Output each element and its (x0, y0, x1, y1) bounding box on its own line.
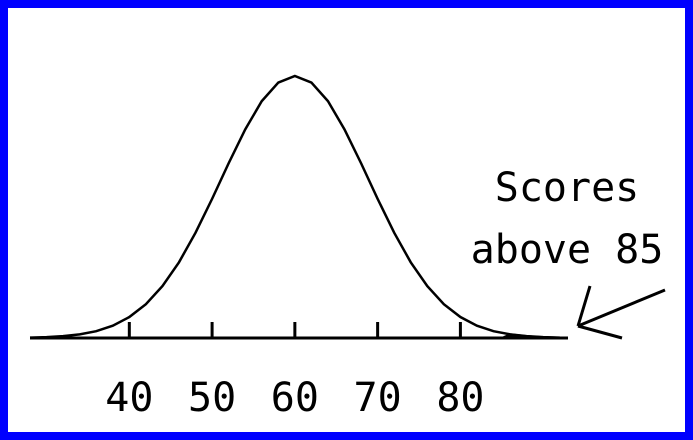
x-tick-label: 70 (354, 375, 402, 421)
x-tick-label: 50 (188, 375, 236, 421)
annotation: above 85 (471, 227, 664, 273)
curve (29, 74, 560, 339)
arrow (576, 285, 666, 340)
x-tick-label: 60 (271, 375, 319, 421)
annotation: Scores (495, 165, 640, 211)
x-tick-label: 40 (105, 375, 153, 421)
x-tick-label: 80 (436, 375, 484, 421)
